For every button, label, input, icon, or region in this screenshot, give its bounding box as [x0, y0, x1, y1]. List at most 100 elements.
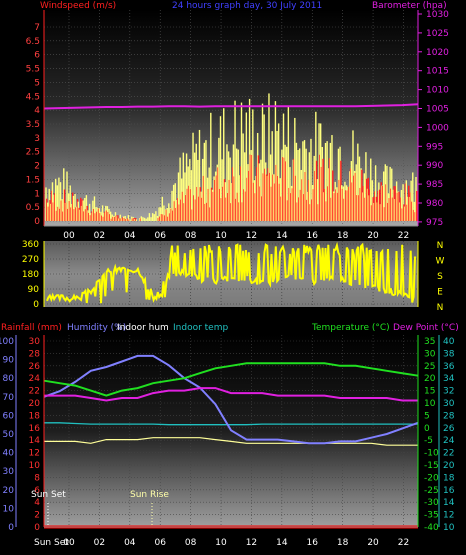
humidity-tick-label: 70	[3, 393, 15, 403]
temp-hour-label: 06	[154, 538, 166, 548]
rain-tick-label: 6	[34, 486, 40, 496]
temp-hour-label: 04	[124, 538, 136, 548]
temp-tick-label: 25	[424, 362, 435, 372]
baro-tick-label: 1010	[426, 86, 449, 96]
temp-tick-label: -15	[424, 461, 439, 471]
direction-tick-label: 0	[33, 300, 39, 310]
rain-tick-label: 2	[34, 511, 40, 521]
rain-tick-label: 12	[29, 449, 40, 459]
temp-tick-label: -25	[424, 486, 439, 496]
indoor-tick-label: 36	[443, 362, 455, 372]
hour-tick-label: 00	[63, 231, 75, 241]
rain-tick-label: 4	[34, 498, 40, 508]
humidity-tick-label: 60	[3, 411, 15, 421]
rain-tick-label: 8	[34, 473, 40, 483]
temp-hour-label: 16	[307, 538, 319, 548]
compass-letter: S	[437, 272, 443, 282]
baro-tick-label: 985	[426, 180, 443, 190]
indoor-tick-label: 28	[443, 411, 455, 421]
compass-letter: E	[437, 288, 443, 298]
humidity-label: Humidity (%)	[67, 323, 126, 333]
indoor-tick-label: 12	[443, 511, 454, 521]
wind-left-label: Windspeed (m/s)	[40, 1, 116, 11]
dewpoint-label: Dew Point (°C)	[393, 323, 459, 333]
compass-letter: W	[436, 257, 445, 267]
indoor-hum-series-line	[44, 437, 418, 446]
compass-letter: N	[437, 241, 444, 251]
humidity-series-line	[43, 354, 419, 445]
direction-tick-label: 90	[28, 285, 40, 295]
sunrise-marker-label: Sun Rise	[130, 490, 169, 500]
temperature-series-line	[43, 362, 419, 397]
indoor-tick-label: 14	[443, 498, 455, 508]
wind-tick-label: 2	[34, 162, 40, 172]
wind-tick-label: 3	[34, 134, 40, 144]
wind-tick-label: 2.5	[26, 148, 40, 158]
indoor-tick-label: 32	[443, 387, 454, 397]
temp-tick-label: -20	[424, 473, 439, 483]
rain-tick-label: 22	[29, 387, 40, 397]
temp-hour-label: 14	[276, 538, 288, 548]
temp-hour-label: 20	[367, 538, 379, 548]
sunset-marker-label: Sun Set	[31, 490, 66, 500]
humidity-tick-label: 80	[3, 374, 15, 384]
indoor-tick-label: 26	[443, 424, 455, 434]
baro-tick-label: 990	[426, 161, 443, 171]
indoor-tick-label: 22	[443, 449, 454, 459]
temp-tick-label: 30	[424, 349, 436, 359]
hour-tick-label: 20	[367, 231, 379, 241]
indoor-temp-series-line	[44, 422, 418, 426]
humidity-tick-label: 0	[8, 523, 14, 533]
baro-tick-label: 1030	[426, 10, 449, 20]
wind-tick-label: 4.5	[26, 92, 40, 102]
indoor-tick-label: 18	[443, 473, 455, 483]
temp-hour-label: 12	[246, 538, 257, 548]
temp-hour-label: 08	[185, 538, 197, 548]
baro-tick-label: 1005	[426, 105, 449, 115]
rain-tick-label: 14	[29, 436, 41, 446]
indoor-tick-label: 20	[443, 461, 455, 471]
hour-tick-label: 12	[246, 231, 257, 241]
temp-tick-label: -5	[424, 436, 433, 446]
baro-tick-label: 980	[426, 199, 443, 209]
humidity-tick-label: 10	[3, 504, 15, 514]
baro-right-label: Barometer (hpa)	[372, 1, 447, 11]
temp-tick-label: 0	[424, 424, 430, 434]
temp-tick-label: -35	[424, 511, 439, 521]
rain-tick-label: 0	[34, 523, 40, 533]
humidity-tick-label: 20	[3, 486, 15, 496]
baro-tick-label: 1020	[426, 48, 449, 58]
indoor-hum-label: Indoor hum	[117, 323, 169, 333]
indoor-temp-label: Indoor temp	[173, 323, 228, 333]
temp-hour-label: 10	[215, 538, 227, 548]
wind-tick-label: 4	[34, 106, 40, 116]
hour-tick-label: 02	[94, 231, 105, 241]
baro-tick-label: 975	[426, 218, 443, 228]
indoor-tick-label: 30	[443, 399, 455, 409]
rain-tick-label: 18	[29, 411, 41, 421]
barometer-series-line	[43, 103, 419, 110]
baro-tick-label: 1000	[426, 123, 449, 133]
rain-tick-label: 28	[29, 349, 41, 359]
temperature-label: Temperature (°C)	[311, 323, 390, 333]
dewpoint-series-line	[44, 387, 418, 402]
indoor-tick-label: 16	[443, 486, 455, 496]
wind-tick-label: 0.5	[26, 203, 40, 213]
rain-tick-label: 30	[29, 337, 41, 347]
humidity-tick-label: 40	[3, 449, 15, 459]
indoor-tick-label: 38	[443, 349, 455, 359]
rain-tick-label: 24	[29, 374, 41, 384]
wind-axes: 76.565.554.543.532.521.510.5010301025102…	[26, 10, 449, 241]
temp-hour-label: 00	[63, 538, 75, 548]
wind-tick-label: 1.5	[26, 175, 40, 185]
humidity-tick-label: 100	[0, 337, 14, 347]
wind-tick-label: 5.5	[26, 65, 40, 75]
rain-tick-label: 26	[29, 362, 41, 372]
hour-tick-label: 16	[307, 231, 319, 241]
temp-tick-label: 10	[424, 399, 436, 409]
hour-tick-label: 18	[337, 231, 349, 241]
hour-tick-label: 22	[398, 231, 409, 241]
temp-tick-label: 15	[424, 387, 435, 397]
wind-tick-label: 1	[34, 189, 40, 199]
